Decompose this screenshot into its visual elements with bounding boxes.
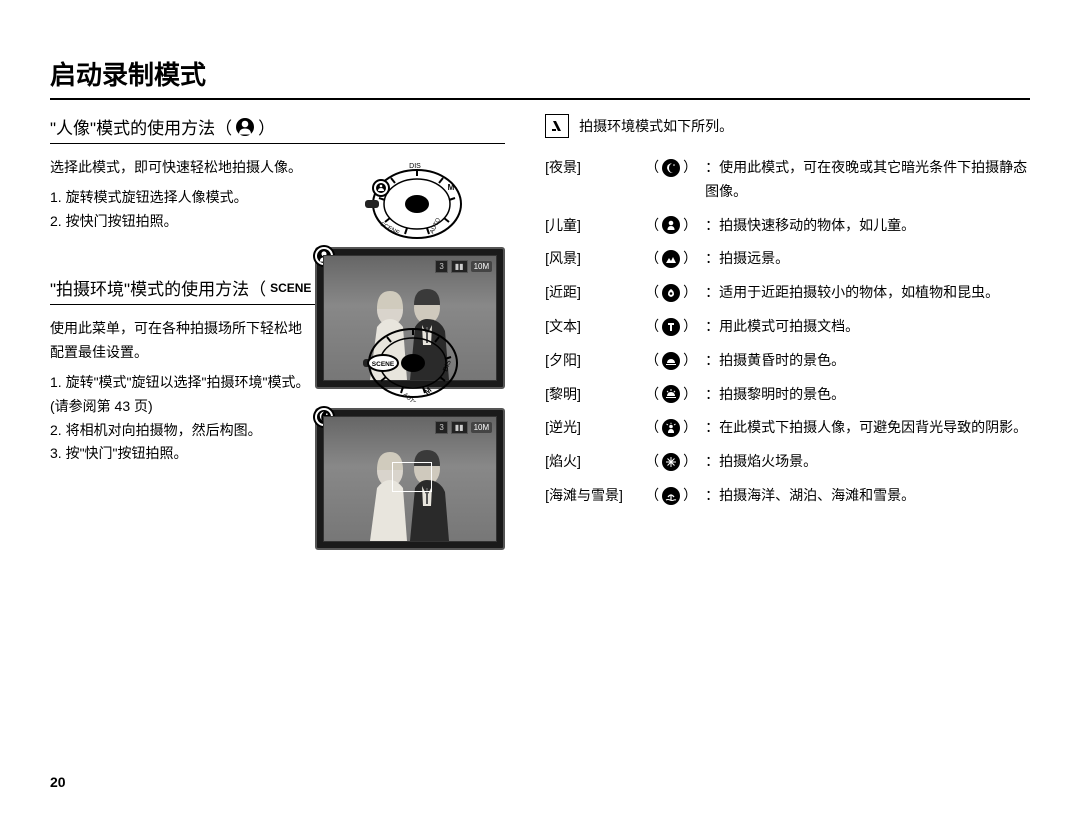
section2-title-prefix: "拍摄环境"模式的使用方法（ bbox=[50, 275, 266, 300]
svg-text:M: M bbox=[448, 183, 455, 192]
mode-icon-cell: （） bbox=[645, 416, 705, 440]
section2-step: 3. 按"快门"按钮拍照。 bbox=[50, 442, 310, 466]
backlight-icon bbox=[662, 419, 680, 437]
mode-icon-cell: （） bbox=[645, 156, 705, 204]
section1-intro: 选择此模式，即可快速轻松地拍摄人像。 bbox=[50, 156, 310, 180]
text-icon bbox=[662, 318, 680, 336]
mode-description: ：拍摄海洋、湖泊、海滩和雪景。 bbox=[705, 484, 1030, 508]
firework-icon bbox=[662, 453, 680, 471]
section2-intro: 使用此菜单，可在各种拍摄场所下轻松地配置最佳设置。 bbox=[50, 317, 310, 365]
section1-step: 1. 旋转模式旋钮选择人像模式。 bbox=[50, 186, 310, 210]
mode-name: [文本] bbox=[545, 315, 645, 339]
svg-text:DIS: DIS bbox=[442, 359, 453, 373]
mode-row: [文本]（）：用此模式可拍摄文档。 bbox=[545, 315, 1030, 339]
section2-step: 1. 旋转"模式"旋钮以选择"拍摄环境"模式。(请参阅第 43 页) bbox=[50, 371, 310, 419]
lcd-preview-scene: 3 ▮▮ 10M bbox=[315, 408, 505, 550]
page-number: 20 bbox=[50, 774, 66, 790]
section1-step: 2. 按快门按钮拍照。 bbox=[50, 210, 310, 234]
mode-row: [夕阳]（）：拍摄黄昏时的景色。 bbox=[545, 349, 1030, 373]
left-column: "人像"模式的使用方法（ ） 选择此模式，即可快速轻松地拍摄人像。 1. 旋转模… bbox=[50, 114, 505, 518]
section1-content: 选择此模式，即可快速轻松地拍摄人像。 1. 旋转模式旋钮选择人像模式。 2. 按… bbox=[50, 156, 505, 233]
mode-row: [儿童]（）：拍摄快速移动的物体，如儿童。 bbox=[545, 214, 1030, 238]
mode-description: ：在此模式下拍摄人像，可避免因背光导致的阴影。 bbox=[705, 416, 1030, 440]
lcd-size-badge: 10M bbox=[471, 261, 493, 272]
right-column: 拍摄环境模式如下所列。 [夜景]（）：使用此模式，可在夜晚或其它暗光条件下拍摄静… bbox=[545, 114, 1030, 518]
modes-list: [夜景]（）：使用此模式，可在夜晚或其它暗光条件下拍摄静态图像。[儿童]（）：拍… bbox=[545, 156, 1030, 508]
closeup-icon bbox=[662, 284, 680, 302]
lcd-shot-count: 3 bbox=[435, 421, 447, 434]
mode-row: [夜景]（）：使用此模式，可在夜晚或其它暗光条件下拍摄静态图像。 bbox=[545, 156, 1030, 204]
mode-description: ：拍摄黎明时的景色。 bbox=[705, 383, 1030, 407]
mode-dial-scene: DIS M AUTO SCENE bbox=[355, 317, 465, 402]
mode-icon-cell: （） bbox=[645, 383, 705, 407]
mode-row: [风景]（）：拍摄远景。 bbox=[545, 247, 1030, 271]
mode-description: ：拍摄快速移动的物体，如儿童。 bbox=[705, 214, 1030, 238]
mode-icon-cell: （） bbox=[645, 315, 705, 339]
focus-box bbox=[392, 462, 432, 492]
scene-label: SCENE bbox=[270, 281, 311, 295]
mode-description: ：拍摄黄昏时的景色。 bbox=[705, 349, 1030, 373]
dawn-icon bbox=[662, 385, 680, 403]
mode-icon-cell: （） bbox=[645, 214, 705, 238]
mode-description: ：拍摄焰火场景。 bbox=[705, 450, 1030, 474]
mode-icon-cell: （） bbox=[645, 281, 705, 305]
beach-icon bbox=[662, 487, 680, 505]
svg-text:SCENE: SCENE bbox=[372, 361, 395, 368]
mode-icon-cell: （） bbox=[645, 450, 705, 474]
mode-name: [海滩与雪景] bbox=[545, 484, 645, 508]
portrait-icon bbox=[236, 118, 254, 136]
lcd-shot-count: 3 bbox=[435, 260, 447, 273]
section1-title: "人像"模式的使用方法（ ） bbox=[50, 114, 505, 144]
section1-title-suffix: ） bbox=[258, 114, 275, 139]
landscape-icon bbox=[662, 250, 680, 268]
mode-icon-cell: （） bbox=[645, 349, 705, 373]
mode-name: [风景] bbox=[545, 247, 645, 271]
svg-text:DIS: DIS bbox=[409, 163, 421, 170]
mode-name: [夕阳] bbox=[545, 349, 645, 373]
right-intro-text: 拍摄环境模式如下所列。 bbox=[579, 116, 733, 136]
mode-dial: DIS M SCENE AUTO bbox=[355, 156, 465, 241]
page-title: 启动录制模式 bbox=[50, 55, 1030, 100]
section2-steps: 1. 旋转"模式"旋钮以选择"拍摄环境"模式。(请参阅第 43 页) 2. 将相… bbox=[50, 371, 310, 466]
mode-icon-cell: （） bbox=[645, 247, 705, 271]
mode-row: [焰火]（）：拍摄焰火场景。 bbox=[545, 450, 1030, 474]
mode-name: [夜景] bbox=[545, 156, 645, 204]
mode-row: [海滩与雪景]（）：拍摄海洋、湖泊、海滩和雪景。 bbox=[545, 484, 1030, 508]
lcd-status-row-scene: 3 ▮▮ 10M bbox=[435, 421, 492, 434]
mode-row: [逆光]（）：在此模式下拍摄人像，可避免因背光导致的阴影。 bbox=[545, 416, 1030, 440]
mode-description: ：适用于近距拍摄较小的物体，如植物和昆虫。 bbox=[705, 281, 1030, 305]
section1-steps: 1. 旋转模式旋钮选择人像模式。 2. 按快门按钮拍照。 bbox=[50, 186, 310, 234]
lcd-status-row: 3 ▮▮ 10M bbox=[435, 260, 492, 273]
mode-name: [近距] bbox=[545, 281, 645, 305]
lcd-battery-icon: ▮▮ bbox=[451, 421, 468, 434]
section2-illustration: DIS M AUTO SCENE bbox=[315, 317, 505, 550]
section2-step: 2. 将相机对向拍摄物，然后构图。 bbox=[50, 419, 310, 443]
mode-row: [近距]（）：适用于近距拍摄较小的物体，如植物和昆虫。 bbox=[545, 281, 1030, 305]
main-columns: "人像"模式的使用方法（ ） 选择此模式，即可快速轻松地拍摄人像。 1. 旋转模… bbox=[50, 114, 1030, 518]
mode-row: [黎明]（）：拍摄黎明时的景色。 bbox=[545, 383, 1030, 407]
mode-name: [逆光] bbox=[545, 416, 645, 440]
mode-name: [儿童] bbox=[545, 214, 645, 238]
mode-name: [焰火] bbox=[545, 450, 645, 474]
right-intro: 拍摄环境模式如下所列。 bbox=[545, 114, 1030, 138]
lcd-battery-icon: ▮▮ bbox=[451, 260, 468, 273]
mode-description: ：拍摄远景。 bbox=[705, 247, 1030, 271]
section1-title-prefix: "人像"模式的使用方法（ bbox=[50, 114, 232, 139]
night-icon bbox=[662, 159, 680, 177]
mode-name: [黎明] bbox=[545, 383, 645, 407]
lcd-size-badge: 10M bbox=[471, 422, 493, 433]
children-icon bbox=[662, 216, 680, 234]
mode-description: ：使用此模式，可在夜晚或其它暗光条件下拍摄静态图像。 bbox=[705, 156, 1030, 204]
info-icon bbox=[545, 114, 569, 138]
sunset-icon bbox=[662, 352, 680, 370]
mode-icon-cell: （） bbox=[645, 484, 705, 508]
section2-content: 使用此菜单，可在各种拍摄场所下轻松地配置最佳设置。 1. 旋转"模式"旋钮以选择… bbox=[50, 317, 505, 466]
mode-description: ：用此模式可拍摄文档。 bbox=[705, 315, 1030, 339]
